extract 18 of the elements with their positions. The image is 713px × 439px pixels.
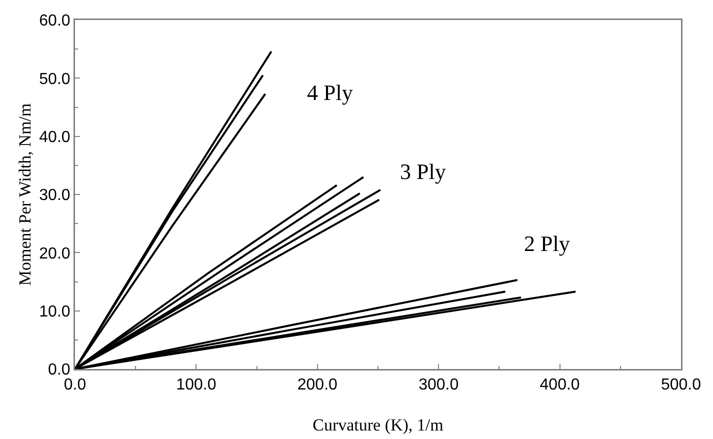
y-tick-label: 50.0 [39, 70, 70, 88]
x-tick-label: 500.0 [660, 376, 702, 394]
y-tick-label: 40.0 [39, 128, 70, 146]
annotation: 2 Ply [524, 231, 570, 256]
x-tick-label: 100.0 [176, 376, 216, 394]
x-axis-title: Curvature (K), 1/m [312, 416, 444, 434]
annotation: 3 Ply [400, 159, 446, 184]
x-tick-label: 400.0 [540, 376, 580, 394]
y-tick-label: 60.0 [39, 12, 70, 30]
annotation: 4 Ply [307, 80, 353, 105]
y-tick-label: 0.0 [48, 362, 70, 379]
y-tick-label: 30.0 [39, 187, 70, 204]
x-tick-label: 300.0 [418, 376, 459, 394]
x-tick-label: 0.0 [64, 376, 86, 394]
y-tick-label: 20.0 [39, 245, 70, 262]
y-tick-label: 10.0 [39, 303, 70, 320]
y-axis-title: Moment Per Width, Nm/m [16, 103, 34, 286]
x-tick-label: 200.0 [297, 376, 338, 394]
